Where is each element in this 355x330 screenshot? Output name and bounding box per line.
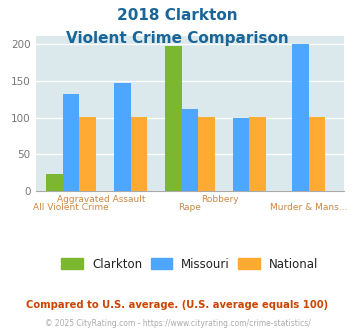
Text: Robbery: Robbery <box>201 195 239 204</box>
Text: 2018 Clarkton: 2018 Clarkton <box>117 8 238 23</box>
Bar <box>292 45 309 191</box>
Bar <box>131 117 147 191</box>
Text: Violent Crime Comparison: Violent Crime Comparison <box>66 31 289 46</box>
Text: © 2025 CityRating.com - https://www.cityrating.com/crime-statistics/: © 2025 CityRating.com - https://www.city… <box>45 319 310 328</box>
Legend: Clarkton, Missouri, National: Clarkton, Missouri, National <box>57 253 323 276</box>
Bar <box>233 117 249 191</box>
Bar <box>165 46 182 191</box>
Text: Murder & Mans...: Murder & Mans... <box>270 203 348 212</box>
Text: Compared to U.S. average. (U.S. average equals 100): Compared to U.S. average. (U.S. average … <box>26 300 329 310</box>
Bar <box>46 175 63 191</box>
Bar <box>198 117 215 191</box>
Bar <box>182 109 198 191</box>
Bar <box>80 117 96 191</box>
Bar <box>249 117 266 191</box>
Bar <box>63 94 80 191</box>
Bar <box>309 117 325 191</box>
Text: Rape: Rape <box>179 203 201 212</box>
Bar <box>114 83 131 191</box>
Text: Aggravated Assault: Aggravated Assault <box>56 195 145 204</box>
Text: All Violent Crime: All Violent Crime <box>33 203 109 212</box>
